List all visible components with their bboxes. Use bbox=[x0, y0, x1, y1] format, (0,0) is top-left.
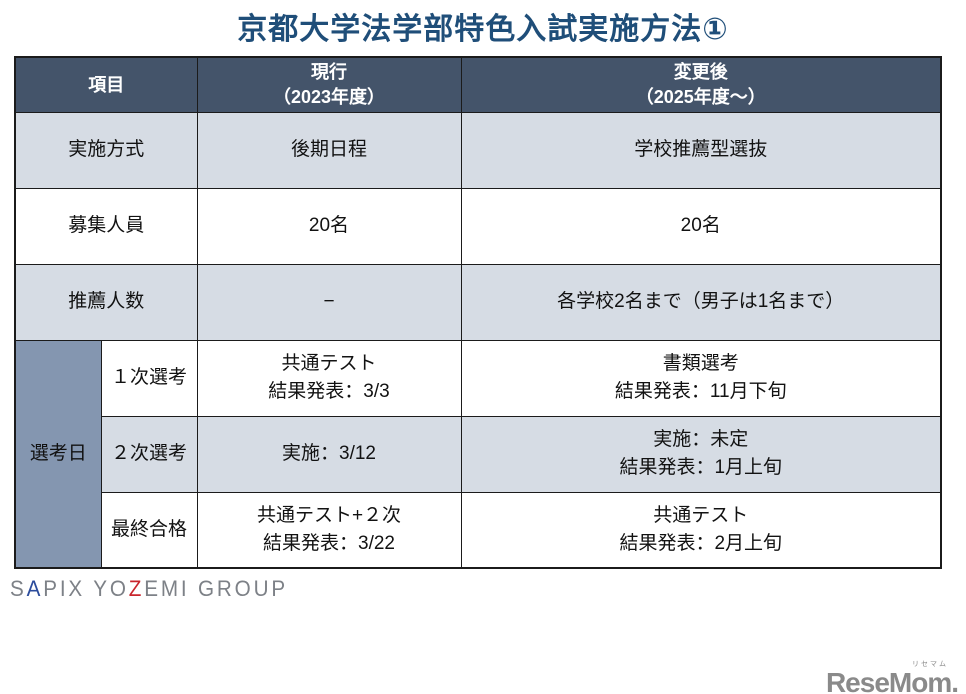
cell-line: 共通テスト bbox=[653, 505, 749, 527]
cell-line: 結果発表：2月上旬 bbox=[619, 532, 783, 554]
header-current-line1: 現行 bbox=[311, 62, 347, 83]
logo-letters: EMI GROUP bbox=[144, 576, 288, 601]
logo-letters: PIX YO bbox=[43, 576, 129, 601]
header-item: 項目 bbox=[14, 56, 198, 113]
cell-after: 各学校2名まで（男子は1名まで） bbox=[460, 263, 942, 341]
cell-line: 結果発表：3/3 bbox=[268, 381, 390, 402]
sapix-yozemi-group-logo: SAPIX YOZEMI GROUP bbox=[10, 576, 909, 602]
resemom-ruby-text: リセマム bbox=[912, 660, 948, 668]
header-current: 現行 （2023年度） bbox=[196, 56, 462, 113]
sub-row-label: １次選考 bbox=[100, 339, 198, 417]
cell-line: 結果発表：11月下旬 bbox=[614, 381, 787, 402]
logo-letter: S bbox=[10, 576, 27, 601]
row-label: 推薦人数 bbox=[14, 263, 198, 341]
table-row-capacity: 募集人員 20名 20名 bbox=[14, 187, 942, 265]
header-after-line2: （2025年度～） bbox=[635, 86, 766, 107]
cell-current: − bbox=[196, 263, 462, 341]
cell-line: 実施：未定 bbox=[653, 429, 749, 451]
header-current-line2: （2023年度） bbox=[272, 86, 386, 107]
cell-current: 共通テスト 結果発表：3/3 bbox=[196, 339, 462, 417]
row-label: 実施方式 bbox=[14, 111, 198, 189]
page-title: 京都大学法学部特色入試実施方法① bbox=[237, 13, 729, 46]
cell-after: 共通テスト 結果発表：2月上旬 bbox=[460, 491, 942, 569]
cell-current: 共通テスト+２次 結果発表：3/22 bbox=[196, 491, 462, 569]
cell-line: 共通テスト+２次 bbox=[256, 505, 402, 527]
sub-row-label: 最終合格 bbox=[100, 491, 198, 569]
header-row: 項目 現行 （2023年度） 変更後 （2025年度～） bbox=[14, 56, 942, 113]
cell-line: 書類選考 bbox=[662, 353, 739, 375]
cell-line: 結果発表：3/22 bbox=[263, 532, 395, 554]
cell-current: 20名 bbox=[196, 187, 462, 265]
table-row-implementation: 実施方式 後期日程 学校推薦型選抜 bbox=[14, 111, 942, 189]
page: 京都大学法学部特色入試実施方法① 項目 現行 （2023年度） 変更後 （202… bbox=[0, 9, 966, 694]
table-row-first-selection: 選考日 １次選考 共通テスト 結果発表：3/3 書類選考 結果発表：11月下旬 bbox=[14, 339, 942, 569]
header-after: 変更後 （2025年度～） bbox=[460, 56, 942, 113]
sub-row-label: ２次選考 bbox=[100, 415, 198, 493]
table-row-final-pass: 最終合格 共通テスト+２次 結果発表：3/22 共通テスト 結果発表：2月上旬 bbox=[15, 491, 942, 569]
cell-after: 学校推薦型選抜 bbox=[460, 111, 942, 189]
logo-letter-a: A bbox=[26, 576, 44, 601]
table-row-recommendation: 推薦人数 − 各学校2名まで（男子は1名まで） bbox=[14, 263, 942, 341]
selection-group-label: 選考日 bbox=[14, 339, 102, 569]
cell-current: 後期日程 bbox=[196, 111, 462, 189]
cell-after: 書類選考 結果発表：11月下旬 bbox=[460, 339, 942, 417]
cell-line: 結果発表：1月上旬 bbox=[619, 457, 783, 478]
cell-line: 実施：3/12 bbox=[282, 443, 376, 465]
exam-method-table: 項目 現行 （2023年度） 変更後 （2025年度～） 実施方式 後期日程 学… bbox=[14, 56, 942, 569]
cell-after: 20名 bbox=[460, 187, 942, 265]
row-label: 募集人員 bbox=[14, 187, 198, 265]
cell-after: 実施：未定 結果発表：1月上旬 bbox=[460, 415, 942, 493]
cell-line: 共通テスト bbox=[281, 353, 377, 375]
resemom-logo-text: ReseMom. bbox=[825, 666, 959, 694]
logo-letter-z: Z bbox=[128, 576, 145, 601]
header-after-line1: 変更後 bbox=[673, 62, 728, 83]
table-row-second-selection: ２次選考 実施：3/12 実施：未定 結果発表：1月上旬 bbox=[15, 415, 942, 493]
resemom-logo: リセマム ReseMom. bbox=[825, 660, 959, 694]
cell-current: 実施：3/12 bbox=[196, 415, 462, 493]
